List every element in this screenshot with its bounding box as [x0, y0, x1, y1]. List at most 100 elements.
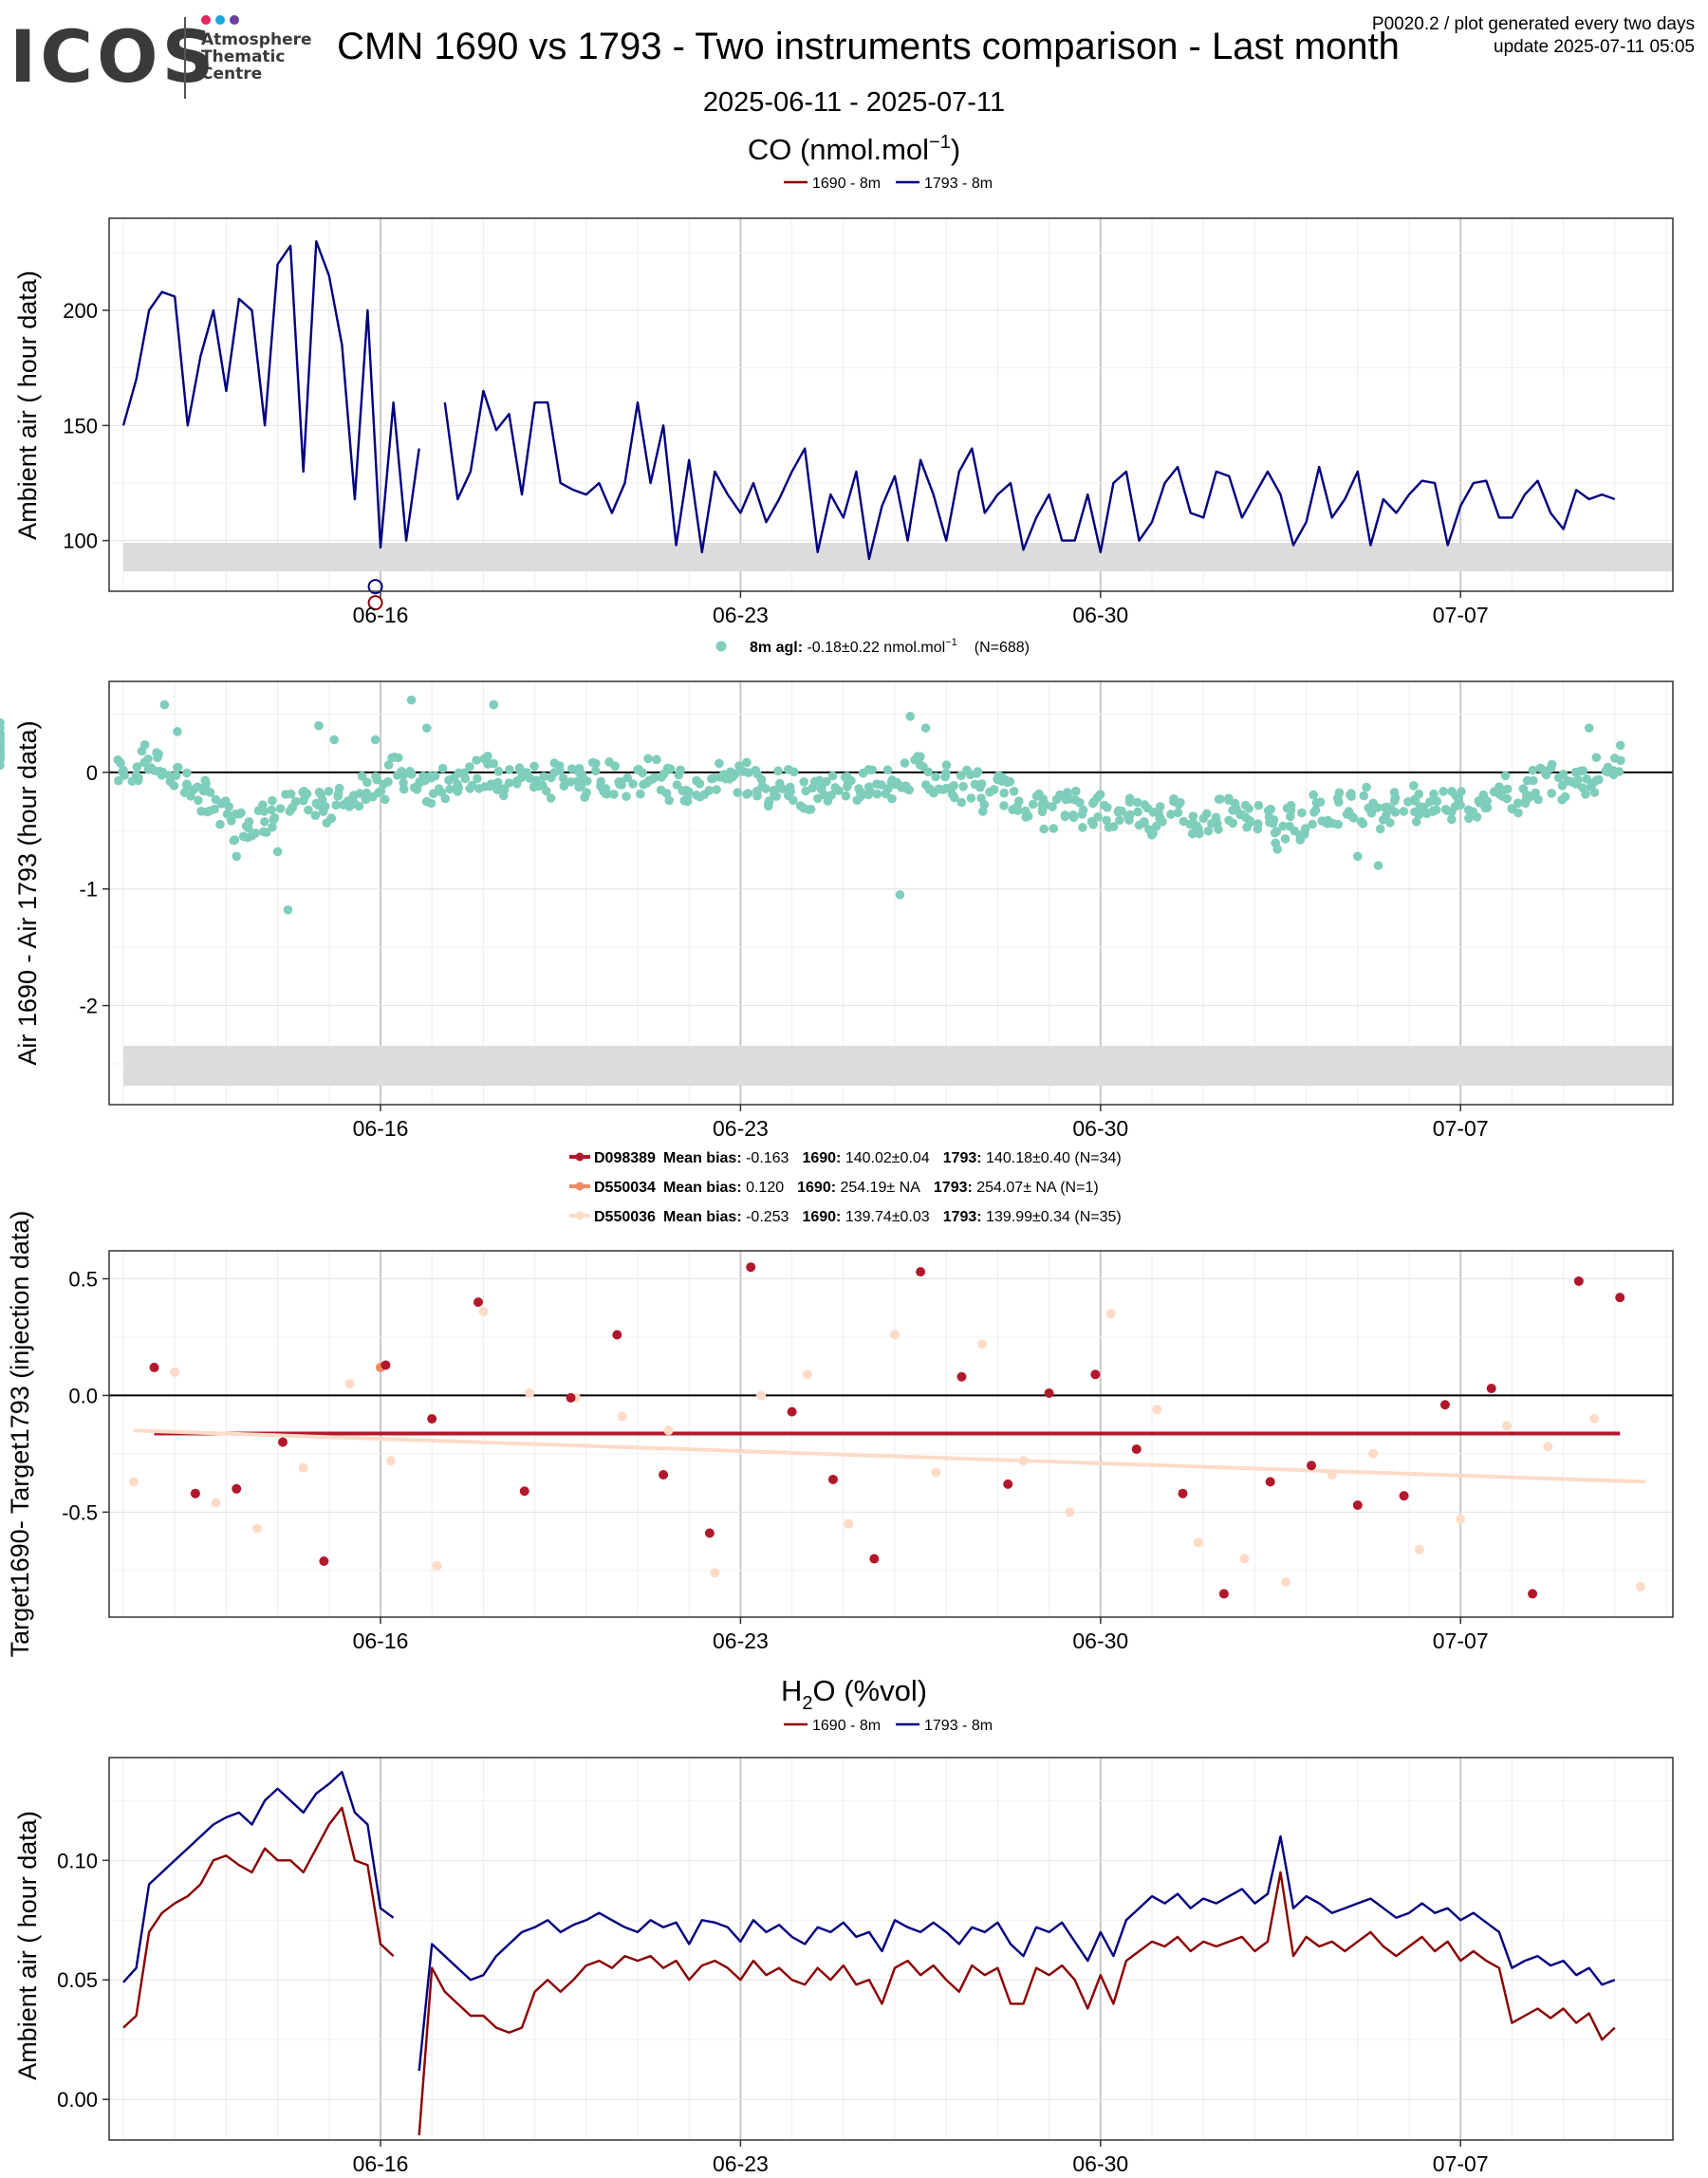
target-legend-text-1: D098389 Mean bias: -0.163 1690: 140.02±0.0… — [594, 1150, 1122, 1166]
diff-point — [472, 755, 481, 765]
target-legend: D098389 Mean bias: -0.163 1690: 140.02±0.0… — [569, 1150, 1122, 1225]
diff-point — [1403, 797, 1413, 807]
target-legend-name-1: D098389 — [594, 1150, 656, 1166]
diff-point — [1581, 790, 1590, 799]
diff-point — [855, 788, 865, 797]
diff-point — [1558, 770, 1569, 779]
diff-point — [1346, 811, 1357, 821]
diff-point — [1048, 802, 1057, 811]
diff-point — [1308, 819, 1317, 829]
diff-legend-bold: 8m agl: — [750, 640, 803, 656]
diff-point — [216, 799, 227, 809]
target-point-D098389 — [1439, 1400, 1450, 1410]
diff-point — [924, 785, 935, 794]
diff-point — [1028, 799, 1038, 810]
y-tick-label: 0.0 — [68, 1384, 98, 1407]
diff-point — [120, 771, 129, 780]
target-legend-name-2: D550034 — [594, 1180, 656, 1196]
diff-point — [1297, 808, 1307, 818]
logo-wordmark: ICOS — [9, 14, 217, 99]
diff-point — [383, 760, 394, 770]
x-tick-label: 07-07 — [1433, 603, 1489, 627]
diff-point — [405, 767, 415, 776]
diff-point — [202, 807, 212, 817]
diff-point — [604, 757, 614, 767]
diff-point — [310, 810, 321, 820]
diff-point — [1547, 759, 1557, 770]
diff-point — [172, 763, 182, 773]
plot-meta-line-2: update 2025-07-11 05:05 — [1494, 37, 1695, 57]
diff-point — [1584, 723, 1594, 733]
target-point-D098389 — [869, 1554, 880, 1564]
target-point-D098389 — [278, 1437, 288, 1447]
diff-point — [529, 782, 539, 792]
diff-point — [1009, 787, 1019, 796]
diff-point — [1158, 817, 1167, 827]
target-point-D098389 — [1615, 1293, 1625, 1303]
diff-point — [493, 767, 504, 776]
diff-point — [1228, 818, 1238, 828]
diff-point — [1589, 788, 1600, 797]
diff-point — [704, 786, 715, 795]
series-line-16908m — [122, 1806, 1616, 2136]
diff-point — [1103, 803, 1112, 812]
target-legend-a-1: 140.02±0.04 — [841, 1150, 929, 1166]
diff-point — [437, 763, 448, 773]
co-plot-frame — [108, 217, 1674, 592]
diff-point — [460, 773, 471, 784]
target-point-D550036 — [211, 1498, 221, 1508]
diff-point — [1375, 824, 1385, 834]
diff-point — [923, 767, 933, 777]
h2o-plot-frame — [108, 1757, 1674, 2141]
diff-point — [1482, 796, 1492, 806]
target-point-D550036 — [1018, 1456, 1029, 1466]
diff-point — [1268, 818, 1278, 828]
diff-point — [1125, 810, 1135, 820]
target-point-D098389 — [427, 1414, 437, 1424]
co-legend-label-1793: 1793 - 8m — [924, 176, 993, 192]
target-point-D550036 — [385, 1456, 396, 1466]
diff-point — [143, 764, 154, 774]
diff-point — [1194, 824, 1203, 833]
diff-point — [1591, 775, 1601, 786]
y-tick-label: 200 — [63, 299, 98, 323]
diff-point — [381, 794, 390, 805]
target-plot-frame — [108, 1250, 1674, 1618]
target-legend-blabel-1: 1793: — [943, 1150, 982, 1166]
diff-point — [234, 809, 245, 819]
diff-point — [965, 770, 975, 780]
diff-point — [251, 828, 261, 838]
target-point-D550036 — [1543, 1442, 1553, 1452]
target-legend-alabel-2: 1690: — [797, 1180, 836, 1196]
target-point-D098389 — [190, 1488, 200, 1499]
target-point-D098389 — [612, 1330, 622, 1340]
x-tick-label: 07-07 — [1433, 1116, 1489, 1141]
diff-point — [473, 773, 482, 784]
diff-point — [383, 777, 393, 787]
diff-point — [1012, 802, 1022, 811]
diff-point — [827, 771, 838, 781]
diff-point — [1601, 766, 1610, 776]
diff-point — [362, 794, 371, 804]
diff-point — [1513, 798, 1523, 809]
diff-point — [712, 785, 721, 794]
diff-point — [784, 791, 793, 801]
target-difference-chart: 06-16 06-23 06-30 07-07 -0.5 0.0 0.5 Target169… — [6, 1211, 1674, 1657]
diff-point — [1224, 795, 1234, 805]
diff-point — [489, 699, 499, 710]
diff-point — [479, 754, 490, 764]
diff-point — [529, 761, 539, 772]
x-tick-label: 06-23 — [713, 1629, 769, 1653]
diff-point — [406, 695, 417, 705]
target-point-D098389 — [746, 1262, 756, 1273]
diff-point — [941, 760, 952, 770]
diff-point — [173, 727, 182, 736]
diff-point — [362, 777, 372, 788]
target-point-D098389 — [381, 1360, 391, 1370]
diff-point — [1334, 797, 1344, 807]
target-legend-row-2: D550034 Mean bias: 0.120 1690: 254.19± NA 1… — [569, 1180, 1099, 1196]
h2o-title-main: H — [781, 1674, 802, 1707]
diff-point — [1278, 821, 1288, 831]
diff-point — [1385, 818, 1395, 828]
diff-point — [539, 772, 548, 782]
